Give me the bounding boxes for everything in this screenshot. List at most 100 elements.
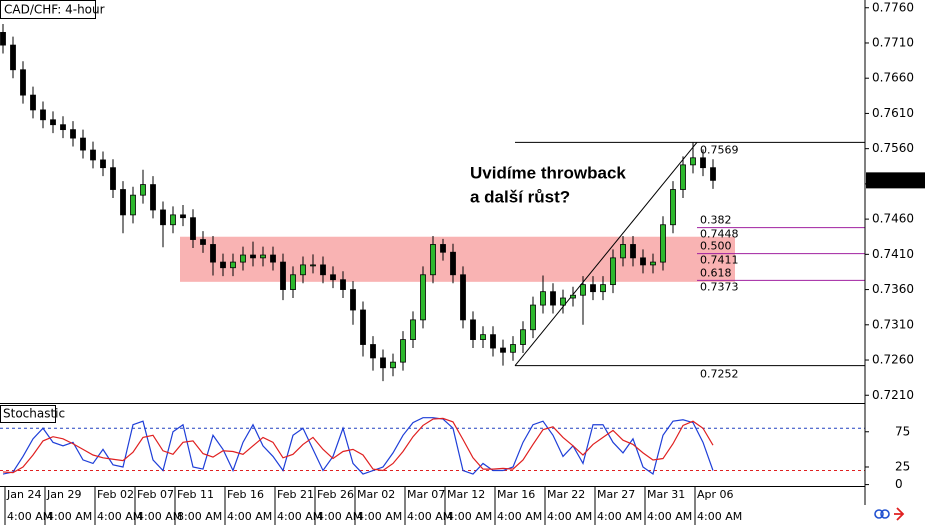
x-time-label: 4:00 AM	[357, 510, 402, 523]
x-time-label: 8:00 AM	[177, 510, 222, 523]
y-tick-label: 0.7760	[872, 0, 914, 14]
stochastic-line	[2, 417, 714, 474]
candle-body	[630, 244, 636, 259]
x-tick-label: Feb 11	[177, 488, 214, 501]
y-tick-label: 25	[895, 459, 910, 473]
annotation: a další růst?	[470, 187, 570, 206]
fib-price: 0.7448	[700, 228, 739, 241]
candle-body	[710, 167, 716, 181]
y-tick-label: 0.7460	[872, 212, 914, 226]
candle-body	[60, 124, 66, 131]
x-time-label: 4:00 AM	[227, 510, 272, 523]
stochastic-line	[2, 417, 714, 476]
x-time-label: 4:00 AM	[597, 510, 642, 523]
candle-body	[560, 297, 566, 306]
candle-body	[260, 254, 266, 259]
candle-body	[610, 257, 616, 286]
candle-body	[650, 261, 656, 266]
indicator-box	[0, 405, 56, 423]
candle-body	[480, 334, 486, 340]
y-tick-label: 0.7260	[872, 353, 914, 367]
link-icon[interactable]	[880, 509, 890, 519]
candle-body	[230, 261, 236, 269]
x-time-label: 4:00 AM	[497, 510, 542, 523]
candle-body	[360, 309, 366, 345]
candle-body	[20, 69, 26, 96]
fib-label: 0.7252	[700, 368, 739, 381]
candle-body	[540, 291, 546, 306]
candle-body	[70, 129, 76, 139]
candle-body	[550, 291, 556, 306]
candle-body	[440, 244, 446, 253]
x-tick-label: Feb 02	[97, 488, 134, 501]
x-time-label: 4:00 AM	[317, 510, 362, 523]
y-tick-label: 75	[895, 424, 910, 438]
link-icon[interactable]	[874, 509, 884, 519]
x-tick-label: Feb 21	[277, 488, 314, 501]
candle-body	[250, 254, 256, 259]
x-tick-label: Mar 02	[357, 488, 395, 501]
x-time-label: 4:00 AM	[697, 510, 742, 523]
fib-ratio: 0.500	[700, 240, 732, 253]
candle-body	[570, 294, 576, 299]
candle-body	[310, 264, 316, 267]
candle-body	[500, 347, 506, 353]
candle-body	[130, 194, 136, 216]
y-tick-label: 0.7310	[872, 317, 914, 331]
x-tick-label: Feb 16	[227, 488, 264, 501]
candle-body	[350, 289, 356, 311]
x-time-label: 4:00 AM	[407, 510, 452, 523]
x-tick-label: Feb 26	[317, 488, 354, 501]
fib-price: 0.7373	[700, 280, 739, 293]
candle-body	[160, 209, 166, 226]
candle-body	[690, 157, 696, 166]
last-price-box	[866, 172, 925, 189]
candle-body	[470, 319, 476, 340]
x-tick-label: Jan 24	[6, 488, 41, 501]
candle-body	[590, 284, 596, 293]
x-time-label: 4:00 AM	[277, 510, 322, 523]
x-tick-label: Mar 31	[647, 488, 685, 501]
x-time-label: 4:00 AM	[137, 510, 182, 523]
candle-body	[330, 274, 336, 281]
candle-body	[140, 184, 146, 196]
candle-body	[270, 254, 276, 263]
candle-body	[50, 119, 56, 126]
candle-body	[520, 329, 526, 345]
candle-body	[430, 244, 436, 276]
y-tick-label: 0.7610	[872, 106, 914, 120]
candle-body	[180, 214, 186, 219]
candle-body	[670, 189, 676, 226]
fib-price: 0.7411	[700, 254, 739, 267]
candle-body	[340, 279, 346, 290]
x-tick-label: Mar 22	[547, 488, 585, 501]
y-tick-label: 0.7360	[872, 282, 914, 296]
candle-body	[530, 304, 536, 331]
y-tick-label: 0.7210	[872, 388, 914, 402]
y-tick-label: 0.7660	[872, 71, 914, 85]
candle-body	[240, 254, 246, 263]
fib-ratio: 0.618	[700, 266, 732, 279]
y-tick-label: 0.7560	[872, 141, 914, 155]
candle-body	[300, 264, 306, 276]
candle-body	[150, 184, 156, 211]
x-time-label: 4:00 AM	[447, 510, 492, 523]
axis-layer: 0.77600.77100.76600.76100.75600.75100.74…	[4, 0, 925, 525]
candle-body	[510, 344, 516, 353]
fib-trend	[514, 142, 698, 366]
toolbar-icons[interactable]	[874, 507, 905, 521]
candle-body	[660, 224, 666, 263]
candle-body	[200, 239, 206, 245]
y-tick-label: 0.7710	[872, 35, 914, 49]
candle-body	[210, 244, 216, 263]
candle-body	[280, 261, 286, 290]
exit-icon[interactable]	[894, 507, 905, 521]
last-price-label: 0.7515	[872, 173, 914, 187]
candle-body	[580, 284, 586, 296]
x-tick-label: Apr 06	[697, 488, 734, 501]
candle-body	[640, 257, 646, 266]
x-tick-label: Feb 07	[137, 488, 174, 501]
candle-body	[40, 109, 46, 121]
candle-body	[10, 44, 16, 71]
